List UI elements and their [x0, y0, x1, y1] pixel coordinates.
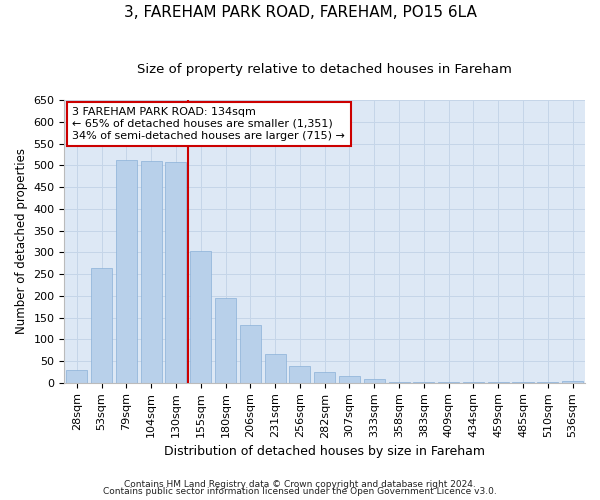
Text: 3, FAREHAM PARK ROAD, FAREHAM, PO15 6LA: 3, FAREHAM PARK ROAD, FAREHAM, PO15 6LA [124, 5, 476, 20]
Text: 3 FAREHAM PARK ROAD: 134sqm
← 65% of detached houses are smaller (1,351)
34% of : 3 FAREHAM PARK ROAD: 134sqm ← 65% of det… [72, 108, 345, 140]
Bar [364, 379, 385, 382]
Title: Size of property relative to detached houses in Fareham: Size of property relative to detached ho… [137, 62, 512, 76]
Text: Contains HM Land Registry data © Crown copyright and database right 2024.: Contains HM Land Registry data © Crown c… [124, 480, 476, 489]
Bar [240, 326, 261, 382]
Bar [140, 160, 162, 382]
Y-axis label: Number of detached properties: Number of detached properties [15, 148, 28, 334]
Bar [339, 376, 360, 382]
Bar [116, 160, 137, 382]
Bar [66, 370, 88, 382]
Bar [166, 162, 187, 382]
Bar [289, 366, 310, 382]
X-axis label: Distribution of detached houses by size in Fareham: Distribution of detached houses by size … [164, 444, 485, 458]
Bar [562, 380, 583, 382]
Text: Contains public sector information licensed under the Open Government Licence v3: Contains public sector information licen… [103, 488, 497, 496]
Bar [265, 354, 286, 382]
Bar [215, 298, 236, 382]
Bar [190, 252, 211, 382]
Bar [314, 372, 335, 382]
Bar [91, 268, 112, 382]
